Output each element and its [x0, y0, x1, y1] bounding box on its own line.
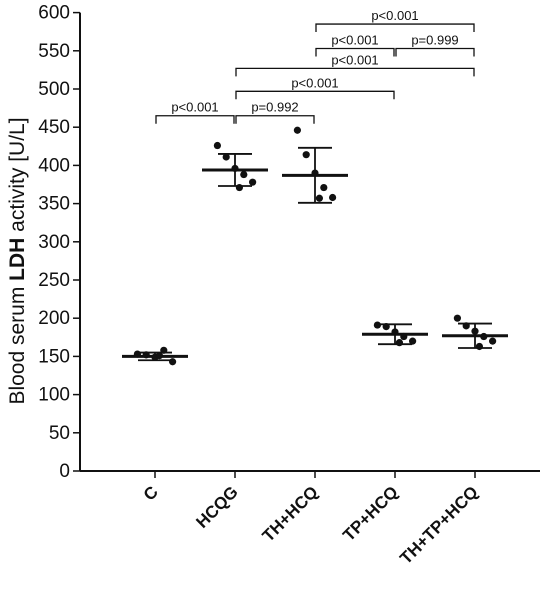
y-tick-label: 600 [38, 3, 70, 24]
bracket-line [315, 23, 475, 33]
data-point [222, 153, 230, 161]
comparison-bracket: p=0.992 [235, 100, 315, 124]
p-value-label: p<0.001 [331, 52, 378, 67]
y-tick-label: 450 [38, 117, 70, 138]
y-tick-label: 150 [38, 346, 70, 367]
axes: 0 50 100 150 200 250 300 350 400 450 500 550 600 C HCQ… [38, 3, 540, 568]
group-c [122, 346, 188, 366]
data-point [249, 178, 257, 186]
data-point [409, 337, 417, 345]
y-tick-label: 0 [59, 461, 70, 482]
bracket-line [315, 47, 395, 57]
data-point [320, 183, 328, 192]
data-point [213, 141, 221, 150]
data-point [293, 126, 301, 134]
data-point [471, 327, 479, 335]
data-point [329, 193, 337, 202]
group-hcqg [202, 141, 268, 192]
group-th-tp-hcq [442, 314, 508, 351]
comparison-bracket: p<0.001 [235, 52, 475, 77]
group-tp-hcq [362, 321, 428, 347]
p-value-label: p<0.001 [371, 8, 418, 23]
data-point [240, 170, 248, 179]
data-point [235, 183, 243, 192]
group-th-hcq [282, 126, 348, 204]
category-label: TH+HCQ [259, 482, 322, 545]
y-tick-label: 500 [38, 79, 70, 100]
y-axis-label-part-1: Blood serum [6, 281, 29, 405]
data-point [155, 352, 163, 360]
y-tick-label: 100 [38, 385, 70, 406]
comparison-bracket: p<0.001 [315, 8, 475, 33]
data-point [395, 339, 403, 347]
comparison-bracket: p<0.001 [315, 33, 395, 57]
data-point [142, 351, 150, 359]
data-point [231, 164, 239, 173]
comparison-bracket: p<0.001 [235, 75, 395, 100]
data-groups [122, 126, 508, 366]
y-axis-label-part-3: activity [U/L] [6, 117, 29, 237]
p-value-label: p<0.001 [291, 75, 338, 90]
category-label: TH+TP+HCQ [396, 482, 482, 568]
category-label: TP+HCQ [339, 482, 402, 545]
y-axis-label-part-2: LDH [6, 238, 29, 281]
data-point [373, 321, 381, 329]
data-point [302, 151, 310, 159]
y-tick-label: 250 [38, 270, 70, 291]
data-point [133, 350, 141, 358]
bracket-line [235, 67, 475, 77]
y-tick-label: 300 [38, 232, 70, 253]
y-tick-label: 200 [38, 308, 70, 329]
bracket-line [155, 115, 235, 124]
data-point [453, 314, 461, 322]
p-value-label: p<0.001 [331, 33, 378, 48]
y-axis-label: Blood serum LDH activity [U/L] [6, 117, 29, 404]
data-point [169, 358, 177, 366]
bracket-line [395, 47, 475, 57]
data-point [382, 323, 390, 331]
data-point [160, 346, 168, 354]
p-value-label: p=0.999 [411, 33, 458, 48]
p-value-label: p=0.992 [251, 100, 298, 115]
category-label: C [140, 482, 162, 504]
comparison-bracket: p<0.001 [155, 100, 235, 124]
comparison-brackets: p<0.001 p=0.992 p<0.001 p<0.001 p<0.001 p=0.9… [155, 8, 475, 124]
y-tick-label: 400 [38, 155, 70, 176]
data-point [480, 332, 488, 341]
bracket-line [235, 115, 315, 124]
y-tick-label: 50 [49, 423, 70, 444]
data-point [315, 194, 323, 202]
data-point [475, 342, 483, 351]
data-point [311, 169, 319, 177]
data-point [400, 332, 408, 341]
p-value-label: p<0.001 [171, 100, 218, 115]
comparison-bracket: p=0.999 [395, 33, 475, 57]
data-point [489, 337, 497, 345]
y-tick-label: 550 [38, 41, 70, 62]
data-point [462, 322, 470, 330]
bracket-line [235, 90, 395, 100]
y-tick-label: 350 [38, 194, 70, 215]
category-label: HCQG [192, 482, 241, 531]
data-point [391, 328, 399, 336]
